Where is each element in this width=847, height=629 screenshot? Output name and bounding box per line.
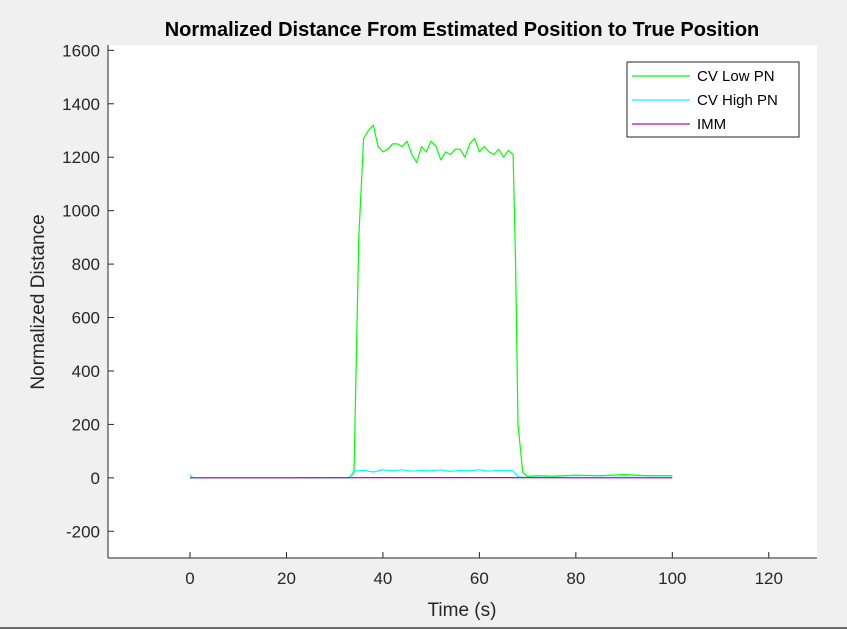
x-tick-label: 120 [755, 569, 783, 588]
x-tick-label: 0 [185, 569, 194, 588]
y-axis-ticks: -200 0 200 400 600 800 1000 1200 1400 1600 [62, 41, 114, 541]
x-tick-label: 20 [277, 569, 296, 588]
y-tick-label: 800 [72, 255, 100, 274]
legend-label-cv-low-pn: CV Low PN [697, 68, 775, 85]
x-tick-label: 40 [373, 569, 392, 588]
series-line-cv-low-pn [190, 124, 673, 479]
y-tick-label: 600 [72, 309, 100, 328]
x-tick-label: 100 [658, 569, 686, 588]
series-layer [189, 124, 673, 479]
x-axis-label: Time (s) [428, 600, 497, 621]
y-tick-label: 1400 [62, 95, 100, 114]
chart-title: Normalized Distance From Estimated Posit… [165, 19, 760, 41]
x-axis-ticks: 0 20 40 60 80 100 120 [185, 552, 783, 588]
legend[interactable]: CV Low PN CV High PN IMM [626, 61, 800, 138]
y-tick-label: 1200 [62, 148, 100, 167]
y-tick-label: 200 [72, 415, 100, 434]
y-tick-label: 400 [72, 362, 100, 381]
x-tick-label: 80 [566, 569, 585, 588]
y-tick-label: 1000 [62, 202, 100, 221]
window-bottom-border [0, 627, 847, 629]
legend-label-imm: IMM [697, 116, 726, 133]
y-axis-label: Normalized Distance [28, 214, 49, 389]
y-tick-label: 0 [91, 469, 100, 488]
y-tick-label: -200 [66, 522, 100, 541]
legend-label-cv-high-pn: CV High PN [697, 92, 778, 109]
y-tick-label: 1600 [62, 41, 100, 60]
x-tick-label: 60 [470, 569, 489, 588]
